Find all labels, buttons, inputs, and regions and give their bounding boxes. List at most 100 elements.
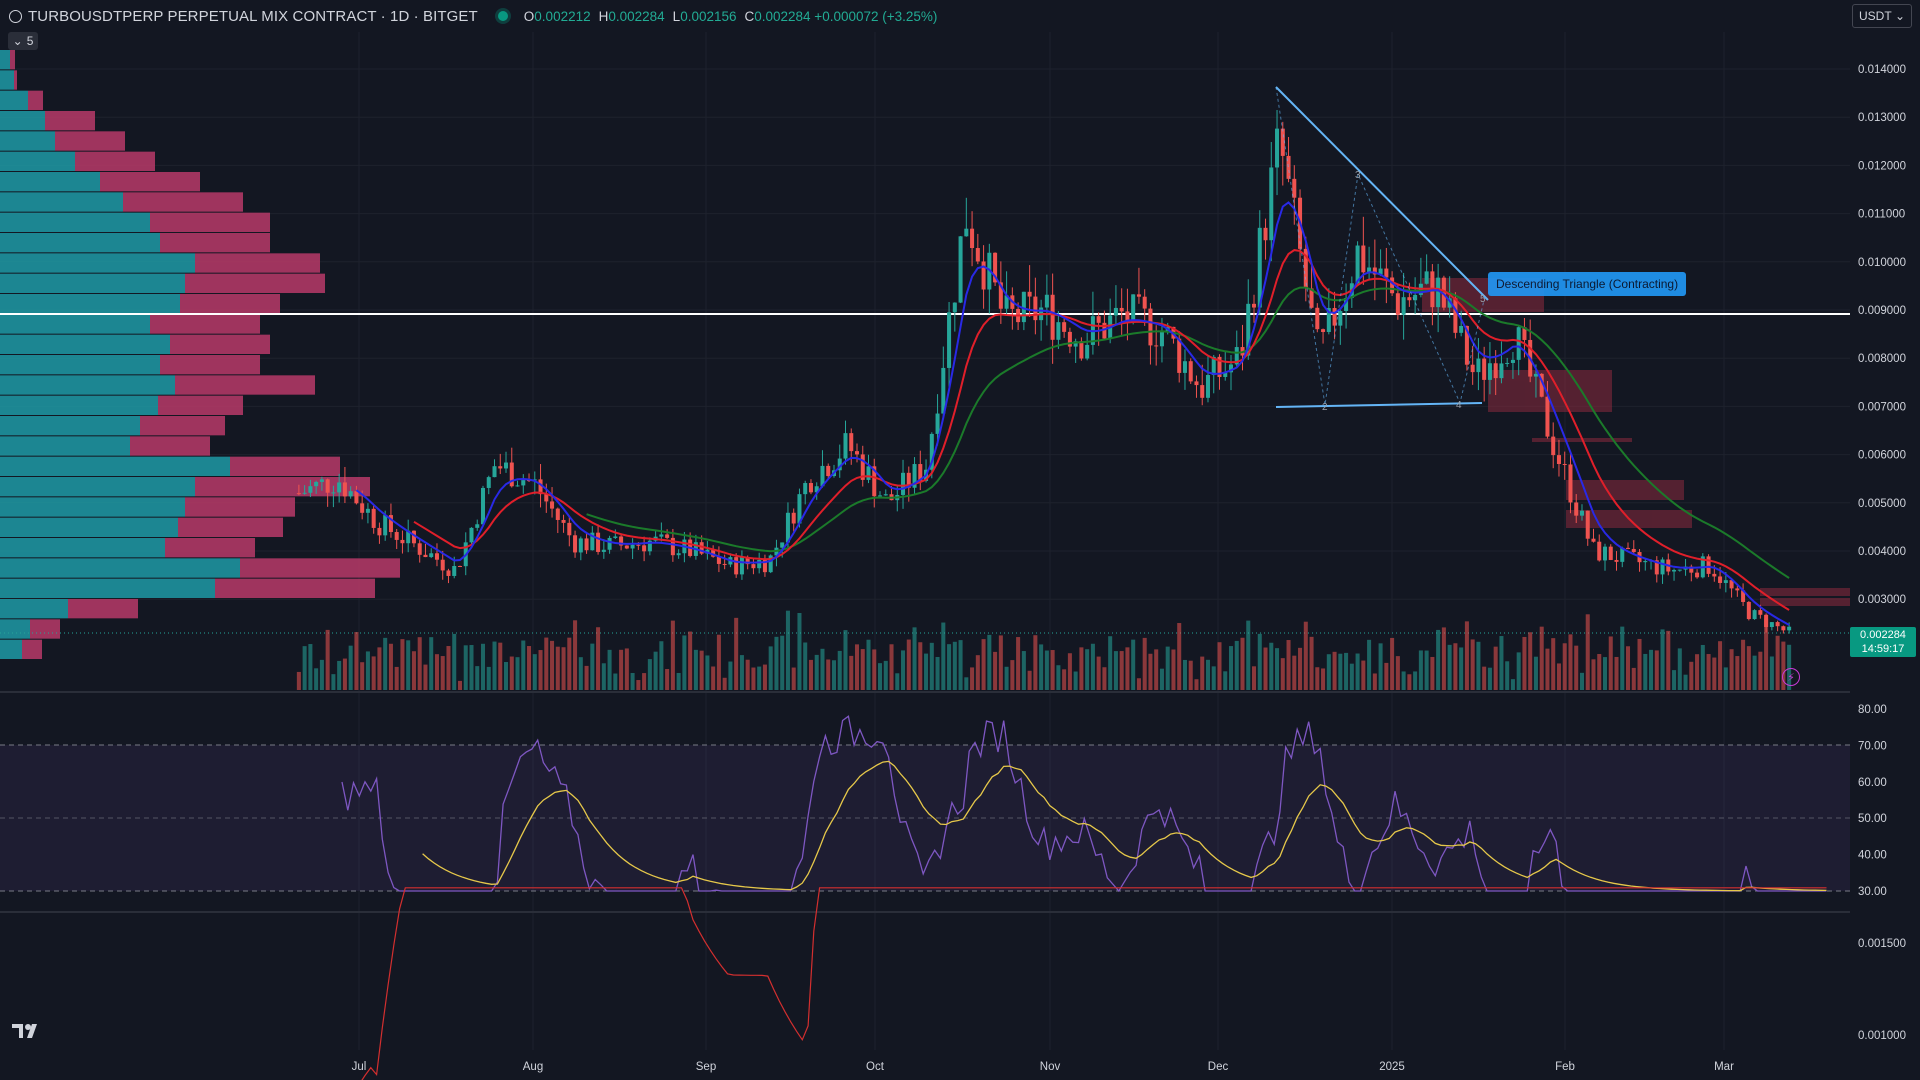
candle-body (1470, 364, 1475, 373)
candle-body (1211, 356, 1216, 376)
profile-bar-down (178, 517, 283, 537)
candle-body (1441, 277, 1446, 308)
volume-bar (411, 651, 416, 690)
volume-bar (837, 650, 842, 690)
volume-bar (1171, 649, 1176, 690)
volume-bar (1764, 618, 1769, 690)
volume-bar (970, 667, 975, 690)
candle-body (1551, 436, 1556, 456)
profile-bar-down (195, 253, 320, 273)
candle-body (1194, 381, 1199, 386)
pattern-label[interactable]: Descending Triangle (Contracting) (1488, 272, 1687, 296)
descending-triangle-pattern[interactable] (1275, 86, 1489, 408)
volume-bar (1384, 662, 1389, 690)
volume-bar (1223, 671, 1228, 690)
candle-body (584, 538, 589, 551)
volume-bar (544, 637, 549, 690)
candle-body (1643, 561, 1648, 563)
candle-body (1574, 502, 1579, 516)
volume-bar (1188, 660, 1193, 690)
candle-body (521, 480, 526, 486)
candle-body (1355, 245, 1360, 284)
market-status-icon[interactable] (497, 11, 508, 21)
candle-body (1321, 329, 1326, 332)
volume-bar (722, 677, 727, 690)
indicator-collapse-button[interactable]: ⌄ 5 (8, 32, 38, 50)
volume-bar (463, 645, 468, 690)
volume-bar (1769, 656, 1774, 690)
candle-body (613, 536, 618, 538)
volume-bar (1436, 629, 1441, 690)
candle-body (1401, 297, 1406, 315)
candle-body (429, 553, 434, 558)
price-tick: 0.008000 (1858, 353, 1906, 365)
indicator-count: 5 (26, 34, 34, 48)
profile-bar-down (158, 395, 243, 415)
volume-bar (665, 669, 670, 690)
volume-bar (429, 637, 434, 690)
profile-bar-up (0, 192, 123, 212)
candle-body (319, 479, 324, 482)
candle-body (480, 487, 486, 525)
volume-bar (1102, 667, 1107, 690)
ema-fast-line (355, 201, 1790, 626)
profile-bar-up (0, 50, 10, 70)
candle-body (1079, 341, 1084, 359)
volume-bar (1643, 653, 1648, 690)
rsi-line (341, 715, 1827, 893)
candle-body (1390, 277, 1395, 294)
ohlc-values: O0.002212 H0.002284 L0.002156 C0.002284 … (524, 9, 938, 24)
tradingview-logo[interactable] (12, 1022, 44, 1040)
price-axis[interactable]: 0.014000 0.013000 0.012000 0.011000 0.010000… (1858, 64, 1906, 606)
volume-bar (929, 642, 934, 690)
candle-body (803, 483, 808, 495)
time-axis[interactable]: Jul Aug Sep Oct Nov Dec 2025 Feb Mar (352, 1061, 1734, 1073)
candle-body (1257, 227, 1262, 308)
candle-body (837, 458, 842, 471)
volume-bar (1706, 654, 1711, 690)
volume-bar (918, 642, 923, 690)
candle-body (843, 433, 848, 459)
price-tick: 0.014000 (1858, 64, 1906, 76)
open-label: O (523, 8, 535, 24)
volume-bar (791, 667, 796, 690)
volume-bar (440, 656, 445, 690)
profile-bar-up (0, 90, 28, 110)
profile-bar-up (0, 599, 68, 619)
candle-body (1303, 248, 1308, 289)
pattern-point-5: 5 (1480, 294, 1486, 305)
symbol-title[interactable]: TURBOUSDTPERP PERPETUAL MIX CONTRACT · 1… (28, 7, 478, 25)
volume-bar (302, 646, 307, 690)
rsi-tick: 50.00 (1858, 813, 1887, 825)
volume-bar (981, 639, 986, 690)
candle-body (360, 503, 365, 513)
volume-bar (1700, 644, 1705, 690)
volume-bar (1303, 621, 1308, 690)
coin-icon (9, 9, 22, 23)
candle-body (1131, 294, 1136, 322)
volume-bar (1689, 661, 1694, 690)
volume-bar (889, 644, 894, 690)
candle-body (475, 524, 480, 528)
candle-body (722, 563, 727, 565)
profile-bar-up (0, 497, 185, 517)
candle-body (498, 466, 503, 469)
candle-body (1579, 510, 1584, 516)
candle-body (1338, 310, 1343, 326)
lightning-icon[interactable]: ⚡ (1782, 668, 1800, 686)
price-tick: 0.010000 (1858, 257, 1906, 269)
volume-bar (296, 671, 301, 690)
volume-bar (768, 646, 773, 690)
profile-bar-down (180, 294, 280, 314)
rsi-axis[interactable]: 80.00 70.00 60.00 50.00 40.00 30.00 (1858, 704, 1887, 898)
volume-bar (854, 644, 860, 690)
volume-bar (527, 646, 532, 690)
volume-bar (947, 644, 952, 690)
candle-body (941, 367, 946, 414)
profile-bar-up (0, 517, 178, 537)
candle-body (388, 515, 393, 533)
candle-body (791, 512, 796, 524)
currency-select[interactable]: USDT ⌄ (1852, 4, 1912, 28)
